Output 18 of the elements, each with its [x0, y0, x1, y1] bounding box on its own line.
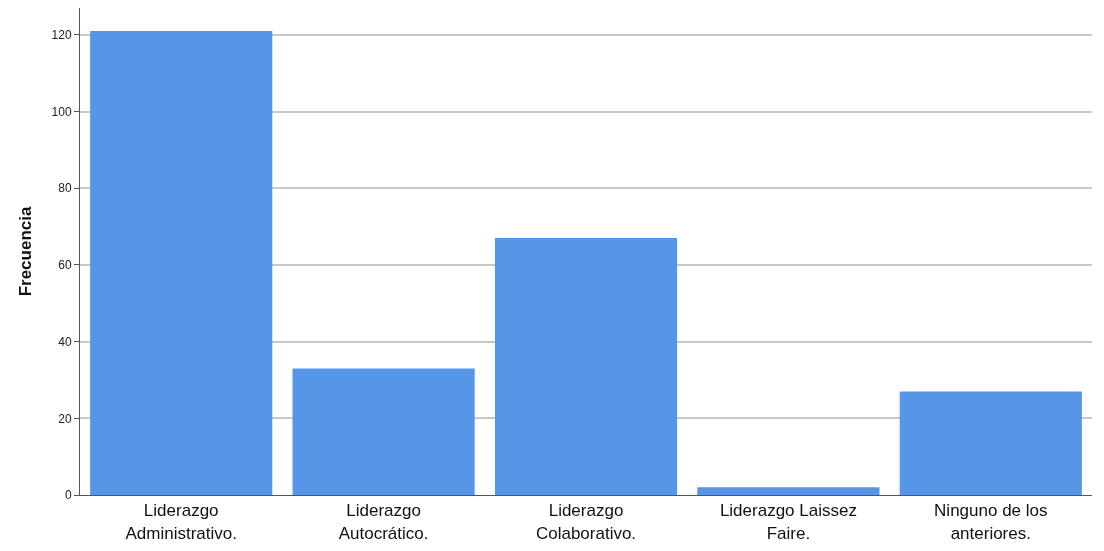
bar — [292, 368, 475, 495]
y-tick-label: 40 — [58, 334, 72, 349]
y-tick-label: 80 — [58, 181, 72, 196]
bar — [494, 238, 678, 495]
y-tick-label: 20 — [58, 411, 72, 426]
y-tick-label: 120 — [51, 28, 72, 43]
x-tick-label: Liderazgo Colaborativo. — [535, 501, 637, 543]
y-tick-label: 100 — [51, 104, 72, 119]
bar — [697, 487, 880, 495]
bar — [90, 31, 273, 495]
x-tick-label: Liderazgo Autocrático. — [338, 501, 429, 543]
x-tick-label: Ninguno de los anteriores. — [934, 501, 1048, 543]
y-tick-label: 60 — [58, 258, 72, 273]
x-tick-label: Liderazgo Administrativo. — [125, 501, 237, 543]
x-tick-label: Liderazgo Laissez Faire. — [719, 501, 857, 543]
bar — [899, 391, 1082, 495]
y-tick-label: 0 — [64, 488, 72, 503]
y-axis-title: Frecuencia — [16, 206, 36, 297]
